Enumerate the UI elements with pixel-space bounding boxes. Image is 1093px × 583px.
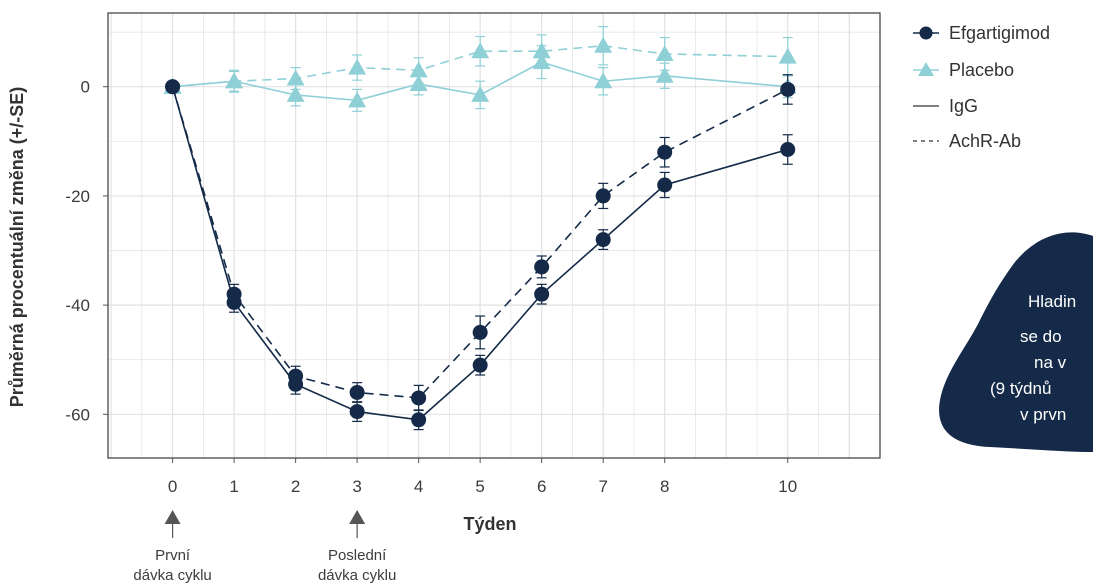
y-axis-title: Průměrná procentuální změna (+/-SE): [7, 87, 27, 408]
data-point: [471, 42, 490, 59]
data-point: [348, 58, 367, 75]
series-line: [171, 86, 789, 399]
data-point: [655, 66, 674, 83]
data-point: [348, 91, 367, 108]
data-point: [165, 79, 181, 95]
data-point: [595, 188, 611, 204]
dose-arrows: První dávka cyklu Poslední dávka cyklu: [133, 510, 396, 583]
x-tick-label: 3: [352, 477, 361, 496]
data-point: [226, 286, 242, 302]
series-placebo-achr-ab: [163, 26, 797, 94]
series-efgartigimod-achr-ab: [165, 74, 796, 412]
dose-label: Poslední: [328, 547, 387, 564]
x-tick-label: 0: [168, 477, 177, 496]
legend-item: IgG: [913, 96, 978, 116]
data-point: [534, 286, 550, 302]
dose-label: dávka cyklu: [318, 567, 396, 583]
callout-line: (9 týdnů: [990, 379, 1051, 398]
callout-line: se do: [1020, 327, 1062, 346]
dose-label: První: [155, 547, 191, 564]
x-tick-label: 6: [537, 477, 546, 496]
data-point: [471, 85, 490, 102]
data-point: [288, 368, 304, 384]
x-tick-label: 1: [229, 477, 238, 496]
data-point: [409, 61, 428, 78]
data-point: [472, 357, 488, 373]
legend-circle-marker: [919, 26, 933, 40]
dose-annotation: Poslední dávka cyklu: [318, 510, 396, 583]
legend-item: AchR-Ab: [913, 131, 1021, 151]
data-point: [657, 144, 673, 160]
series-line: [172, 61, 788, 102]
series-line: [172, 44, 788, 88]
dose-label: dávka cyklu: [133, 567, 211, 583]
data-point: [349, 384, 365, 400]
x-tick-label: 7: [598, 477, 607, 496]
y-tick-label: -20: [65, 187, 90, 206]
x-tick-label: 4: [414, 477, 423, 496]
axis-ticks: 0 1 2 3 4 5 6 7 8 10 0 -20 -40 -60: [65, 78, 797, 496]
data-point: [411, 390, 427, 406]
x-tick-label: 2: [291, 477, 300, 496]
callout-line: na v: [1034, 353, 1067, 372]
legend-label: Placebo: [949, 60, 1014, 80]
x-axis-title: Týden: [463, 514, 516, 534]
y-tick-label: 0: [81, 78, 90, 97]
legend-label: IgG: [949, 96, 978, 116]
data-point: [655, 44, 674, 61]
data-point: [780, 142, 796, 158]
data-point: [286, 69, 305, 86]
data-point: [657, 177, 673, 193]
data-point: [778, 47, 797, 64]
up-arrow-icon: [164, 510, 181, 524]
data-point: [225, 72, 244, 89]
callout-line: Hladin: [1028, 292, 1076, 311]
callout-shape: [939, 232, 1093, 452]
data-point: [532, 42, 551, 59]
data-point: [780, 81, 796, 97]
legend-label: Efgartigimod: [949, 23, 1050, 43]
data-point: [286, 85, 305, 102]
callout-blob: Hladin se do na v (9 týdnů v prvn: [939, 232, 1093, 452]
legend-triangle-marker: [918, 62, 934, 76]
data-point: [595, 232, 611, 248]
up-arrow-icon: [349, 510, 366, 524]
dose-annotation: První dávka cyklu: [133, 510, 212, 583]
data-point: [534, 259, 550, 275]
data-point: [411, 412, 427, 428]
grid: [108, 13, 881, 458]
x-tick-label: 8: [660, 477, 669, 496]
series-line: [171, 86, 788, 421]
x-tick-label: 5: [475, 477, 484, 496]
data-point: [594, 72, 613, 89]
plot-frame: [107, 12, 881, 459]
data-point: [349, 404, 365, 420]
callout-text: Hladin se do na v (9 týdnů v prvn: [990, 292, 1076, 424]
series-layer: [163, 26, 797, 431]
y-tick-label: -60: [65, 405, 90, 424]
legend-item: Efgartigimod: [913, 23, 1050, 43]
legend: Efgartigimod Placebo IgG AchR-Ab: [913, 23, 1050, 151]
data-point: [472, 324, 488, 340]
x-tick-label: 10: [778, 477, 797, 496]
legend-item: Placebo: [913, 60, 1014, 80]
callout-line: v prvn: [1020, 405, 1066, 424]
y-tick-label: -40: [65, 296, 90, 315]
data-point: [594, 36, 613, 53]
legend-label: AchR-Ab: [949, 131, 1021, 151]
